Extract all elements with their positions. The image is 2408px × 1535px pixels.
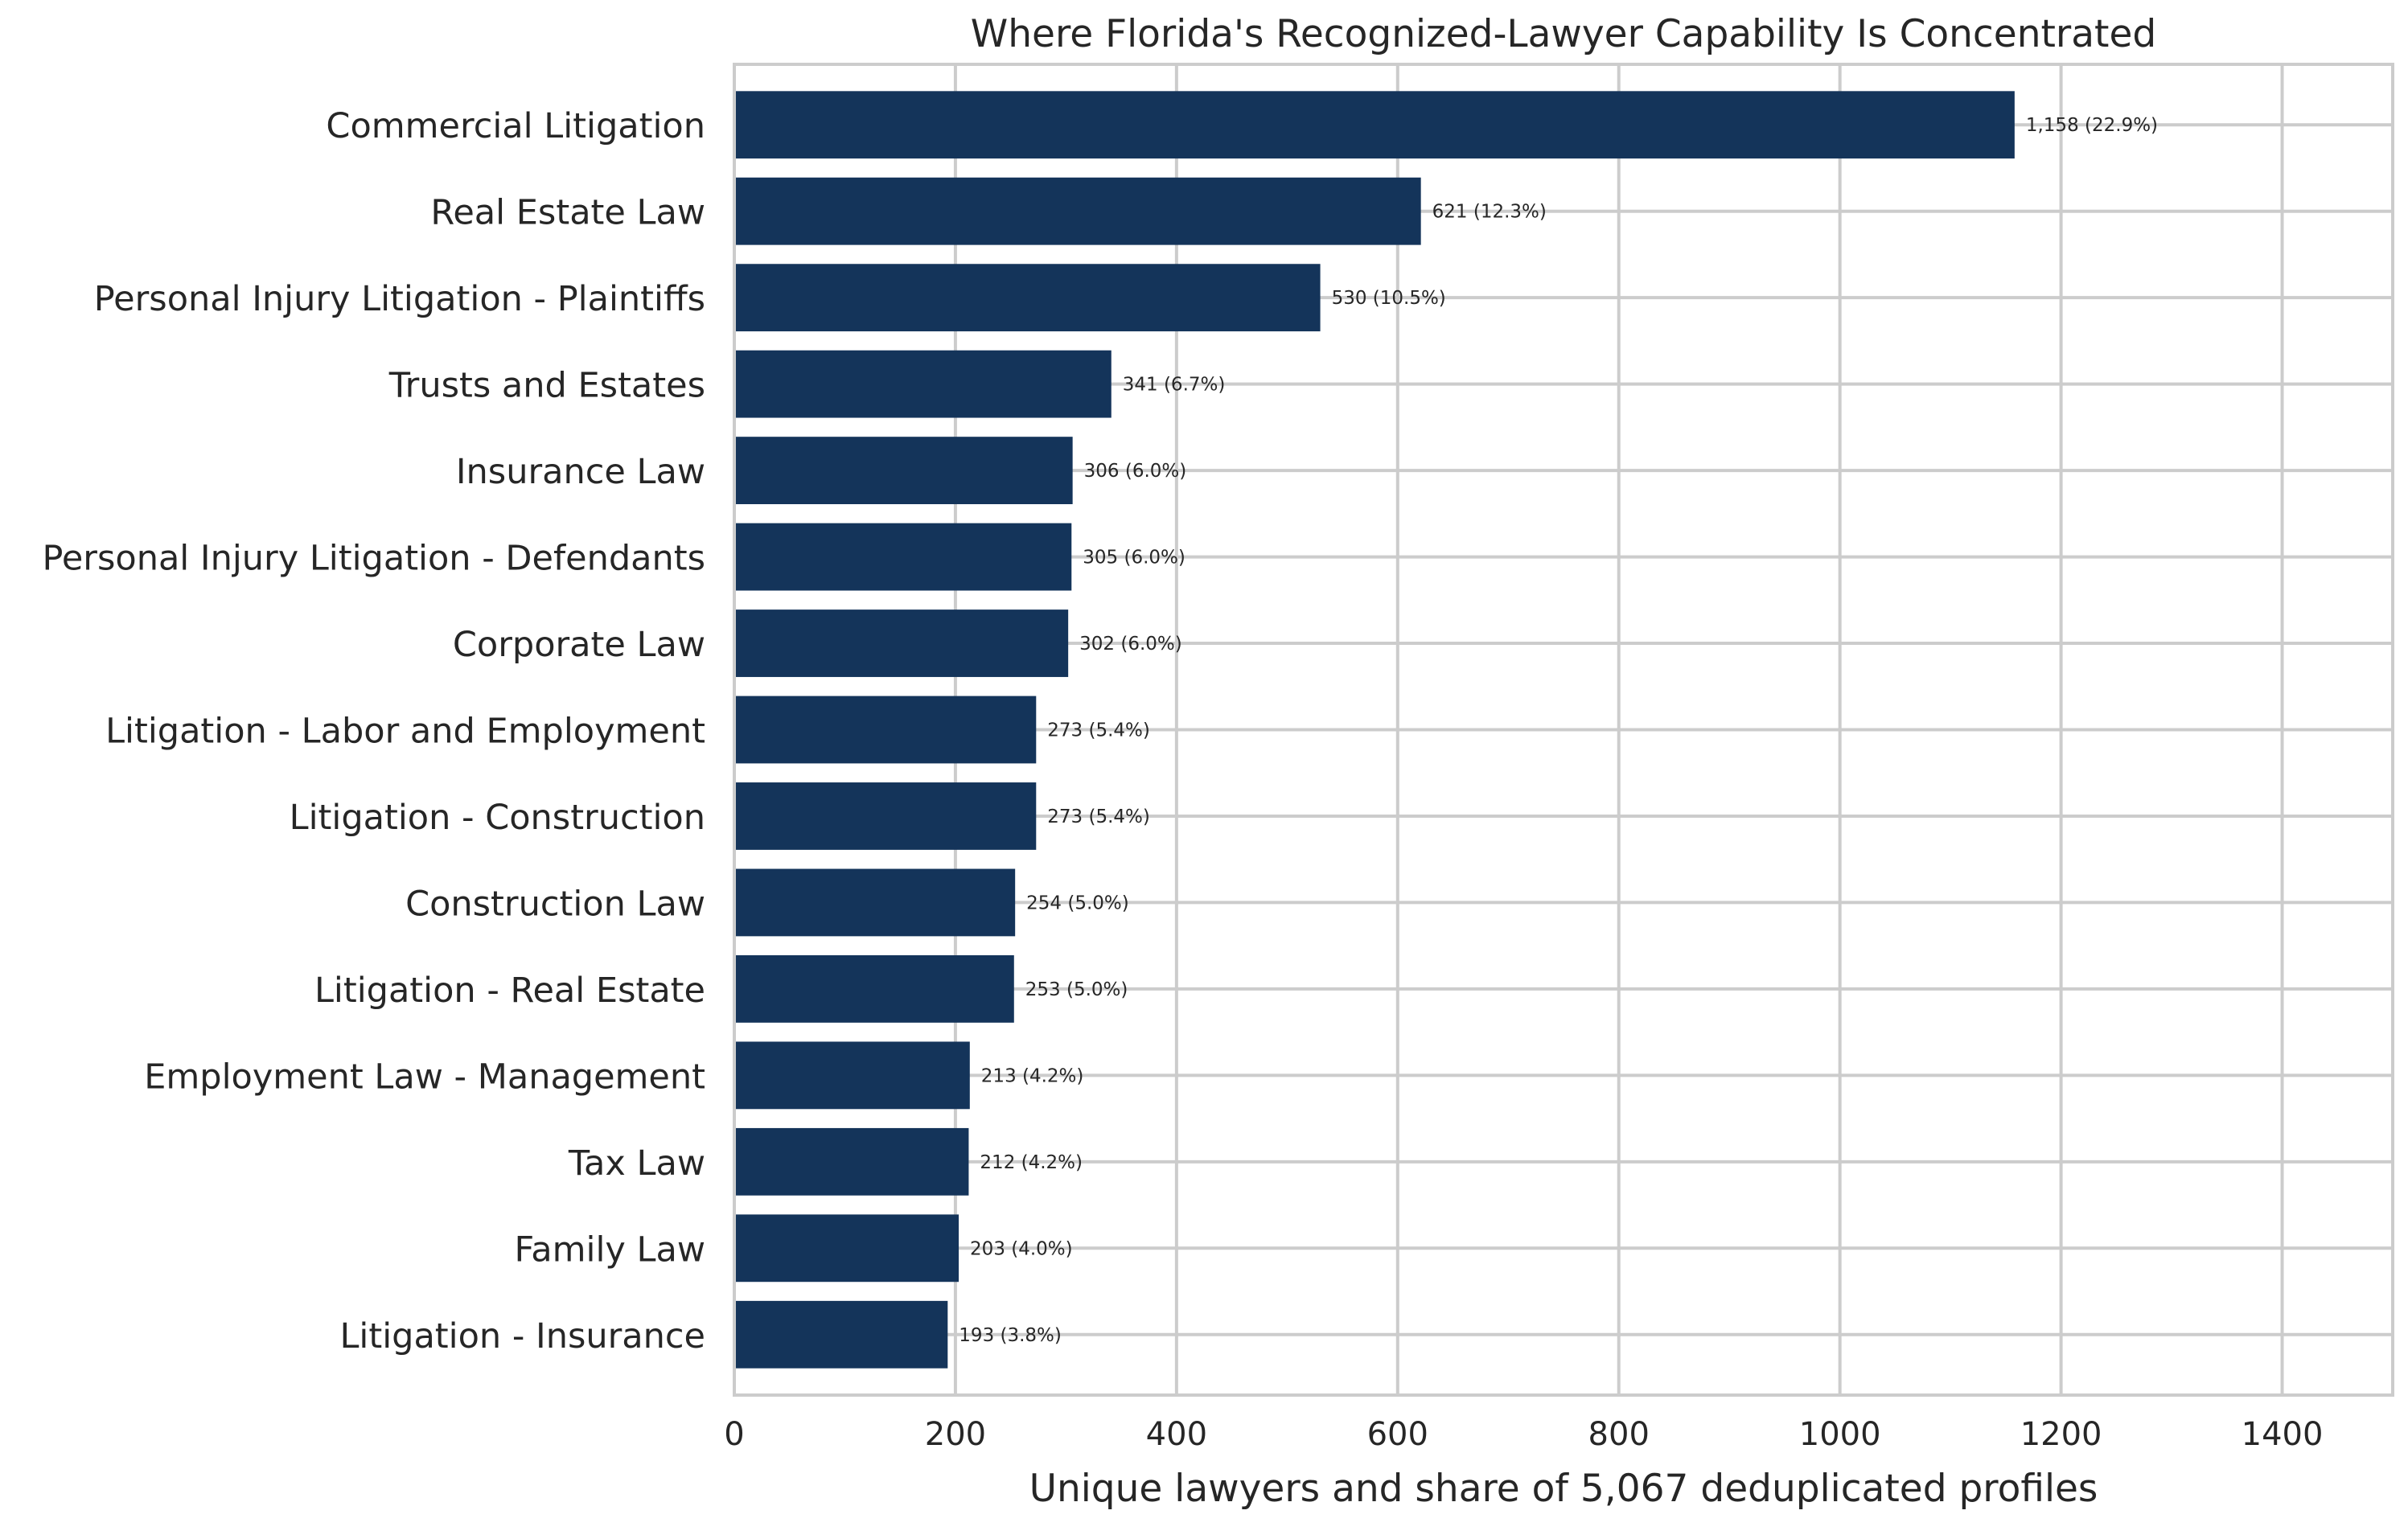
bar-data-label: 341 (6.7%) xyxy=(1123,375,1226,396)
bar xyxy=(734,350,1112,418)
bar-data-label: 273 (5.4%) xyxy=(1047,806,1150,827)
bar-data-label: 203 (4.0%) xyxy=(970,1238,1073,1259)
y-tick-label: Litigation - Construction xyxy=(290,798,705,838)
x-tick-label: 1400 xyxy=(2242,1416,2324,1453)
bar-data-label: 212 (4.2%) xyxy=(980,1152,1083,1173)
plot-frame xyxy=(733,63,2394,1397)
bar xyxy=(734,1214,960,1283)
bar xyxy=(734,264,1321,332)
bar-data-label: 213 (4.2%) xyxy=(981,1065,1084,1086)
y-tick-label: Real Estate Law xyxy=(430,193,705,233)
bar-data-label: 621 (12.3%) xyxy=(1432,202,1547,223)
y-tick-labels: Commercial Litigation Real Estate Law Pers… xyxy=(42,106,705,1356)
bar-data-label: 1,158 (22.9%) xyxy=(2026,115,2158,136)
bar xyxy=(734,954,1014,1023)
bar xyxy=(734,1300,948,1369)
x-tick-label: 1000 xyxy=(1799,1416,1881,1453)
y-tick-label: Personal Injury Litigation - Defendants xyxy=(42,539,705,579)
x-tick-labels: 0 200 400 600 800 1000 1200 1400 xyxy=(724,1416,2323,1453)
bar-data-label: 254 (5.0%) xyxy=(1026,893,1129,913)
x-axis-label: Unique lawyers and share of 5,067 dedupl… xyxy=(1029,1467,2098,1511)
y-tick-label: Insurance Law xyxy=(456,452,705,492)
bars xyxy=(734,91,2015,1369)
bar xyxy=(734,1127,969,1196)
x-tick-label: 1200 xyxy=(2020,1416,2102,1453)
y-tick-label: Litigation - Insurance xyxy=(339,1316,705,1356)
y-tick-label: Personal Injury Litigation - Plaintiffs xyxy=(94,279,705,319)
bar xyxy=(734,437,1073,505)
y-tick-label: Employment Law - Management xyxy=(144,1057,705,1097)
bar-data-label: 306 (6.0%) xyxy=(1084,461,1187,482)
x-tick-label: 800 xyxy=(1588,1416,1650,1453)
x-tick-label: 600 xyxy=(1367,1416,1428,1453)
bar xyxy=(734,177,1421,245)
bar xyxy=(734,523,1072,591)
y-tick-label: Construction Law xyxy=(405,884,705,924)
bar xyxy=(734,609,1069,677)
y-tick-label: Litigation - Labor and Employment xyxy=(105,712,705,752)
x-tick-label: 0 xyxy=(724,1416,744,1453)
bar xyxy=(734,1041,970,1110)
y-tick-label: Commercial Litigation xyxy=(326,106,705,146)
bar-data-label: 530 (10.5%) xyxy=(1332,288,1446,309)
bar-data-label: 253 (5.0%) xyxy=(1025,979,1128,1000)
bar-data-label: 273 (5.4%) xyxy=(1047,720,1150,741)
x-tick-label: 400 xyxy=(1146,1416,1207,1453)
y-tick-label: Tax Law xyxy=(568,1143,705,1184)
x-tick-label: 200 xyxy=(925,1416,986,1453)
bar xyxy=(734,91,2015,159)
bar xyxy=(734,868,1016,937)
bar xyxy=(734,696,1037,764)
data-labels: 1,158 (22.9%) 621 (12.3%) 530 (10.5%) 341 (… xyxy=(959,115,2158,1346)
bar-data-label: 305 (6.0%) xyxy=(1083,548,1186,568)
y-tick-label: Corporate Law xyxy=(453,625,705,665)
y-tick-label: Trusts and Estates xyxy=(388,366,705,406)
bar-data-label: 302 (6.0%) xyxy=(1079,634,1182,655)
y-tick-label: Litigation - Real Estate xyxy=(314,971,705,1011)
bar xyxy=(734,782,1037,850)
chart-title: Where Florida's Recognized-Lawyer Capabi… xyxy=(971,12,2156,56)
bar-data-label: 193 (3.8%) xyxy=(959,1325,1062,1346)
y-tick-label: Family Law xyxy=(514,1229,705,1270)
